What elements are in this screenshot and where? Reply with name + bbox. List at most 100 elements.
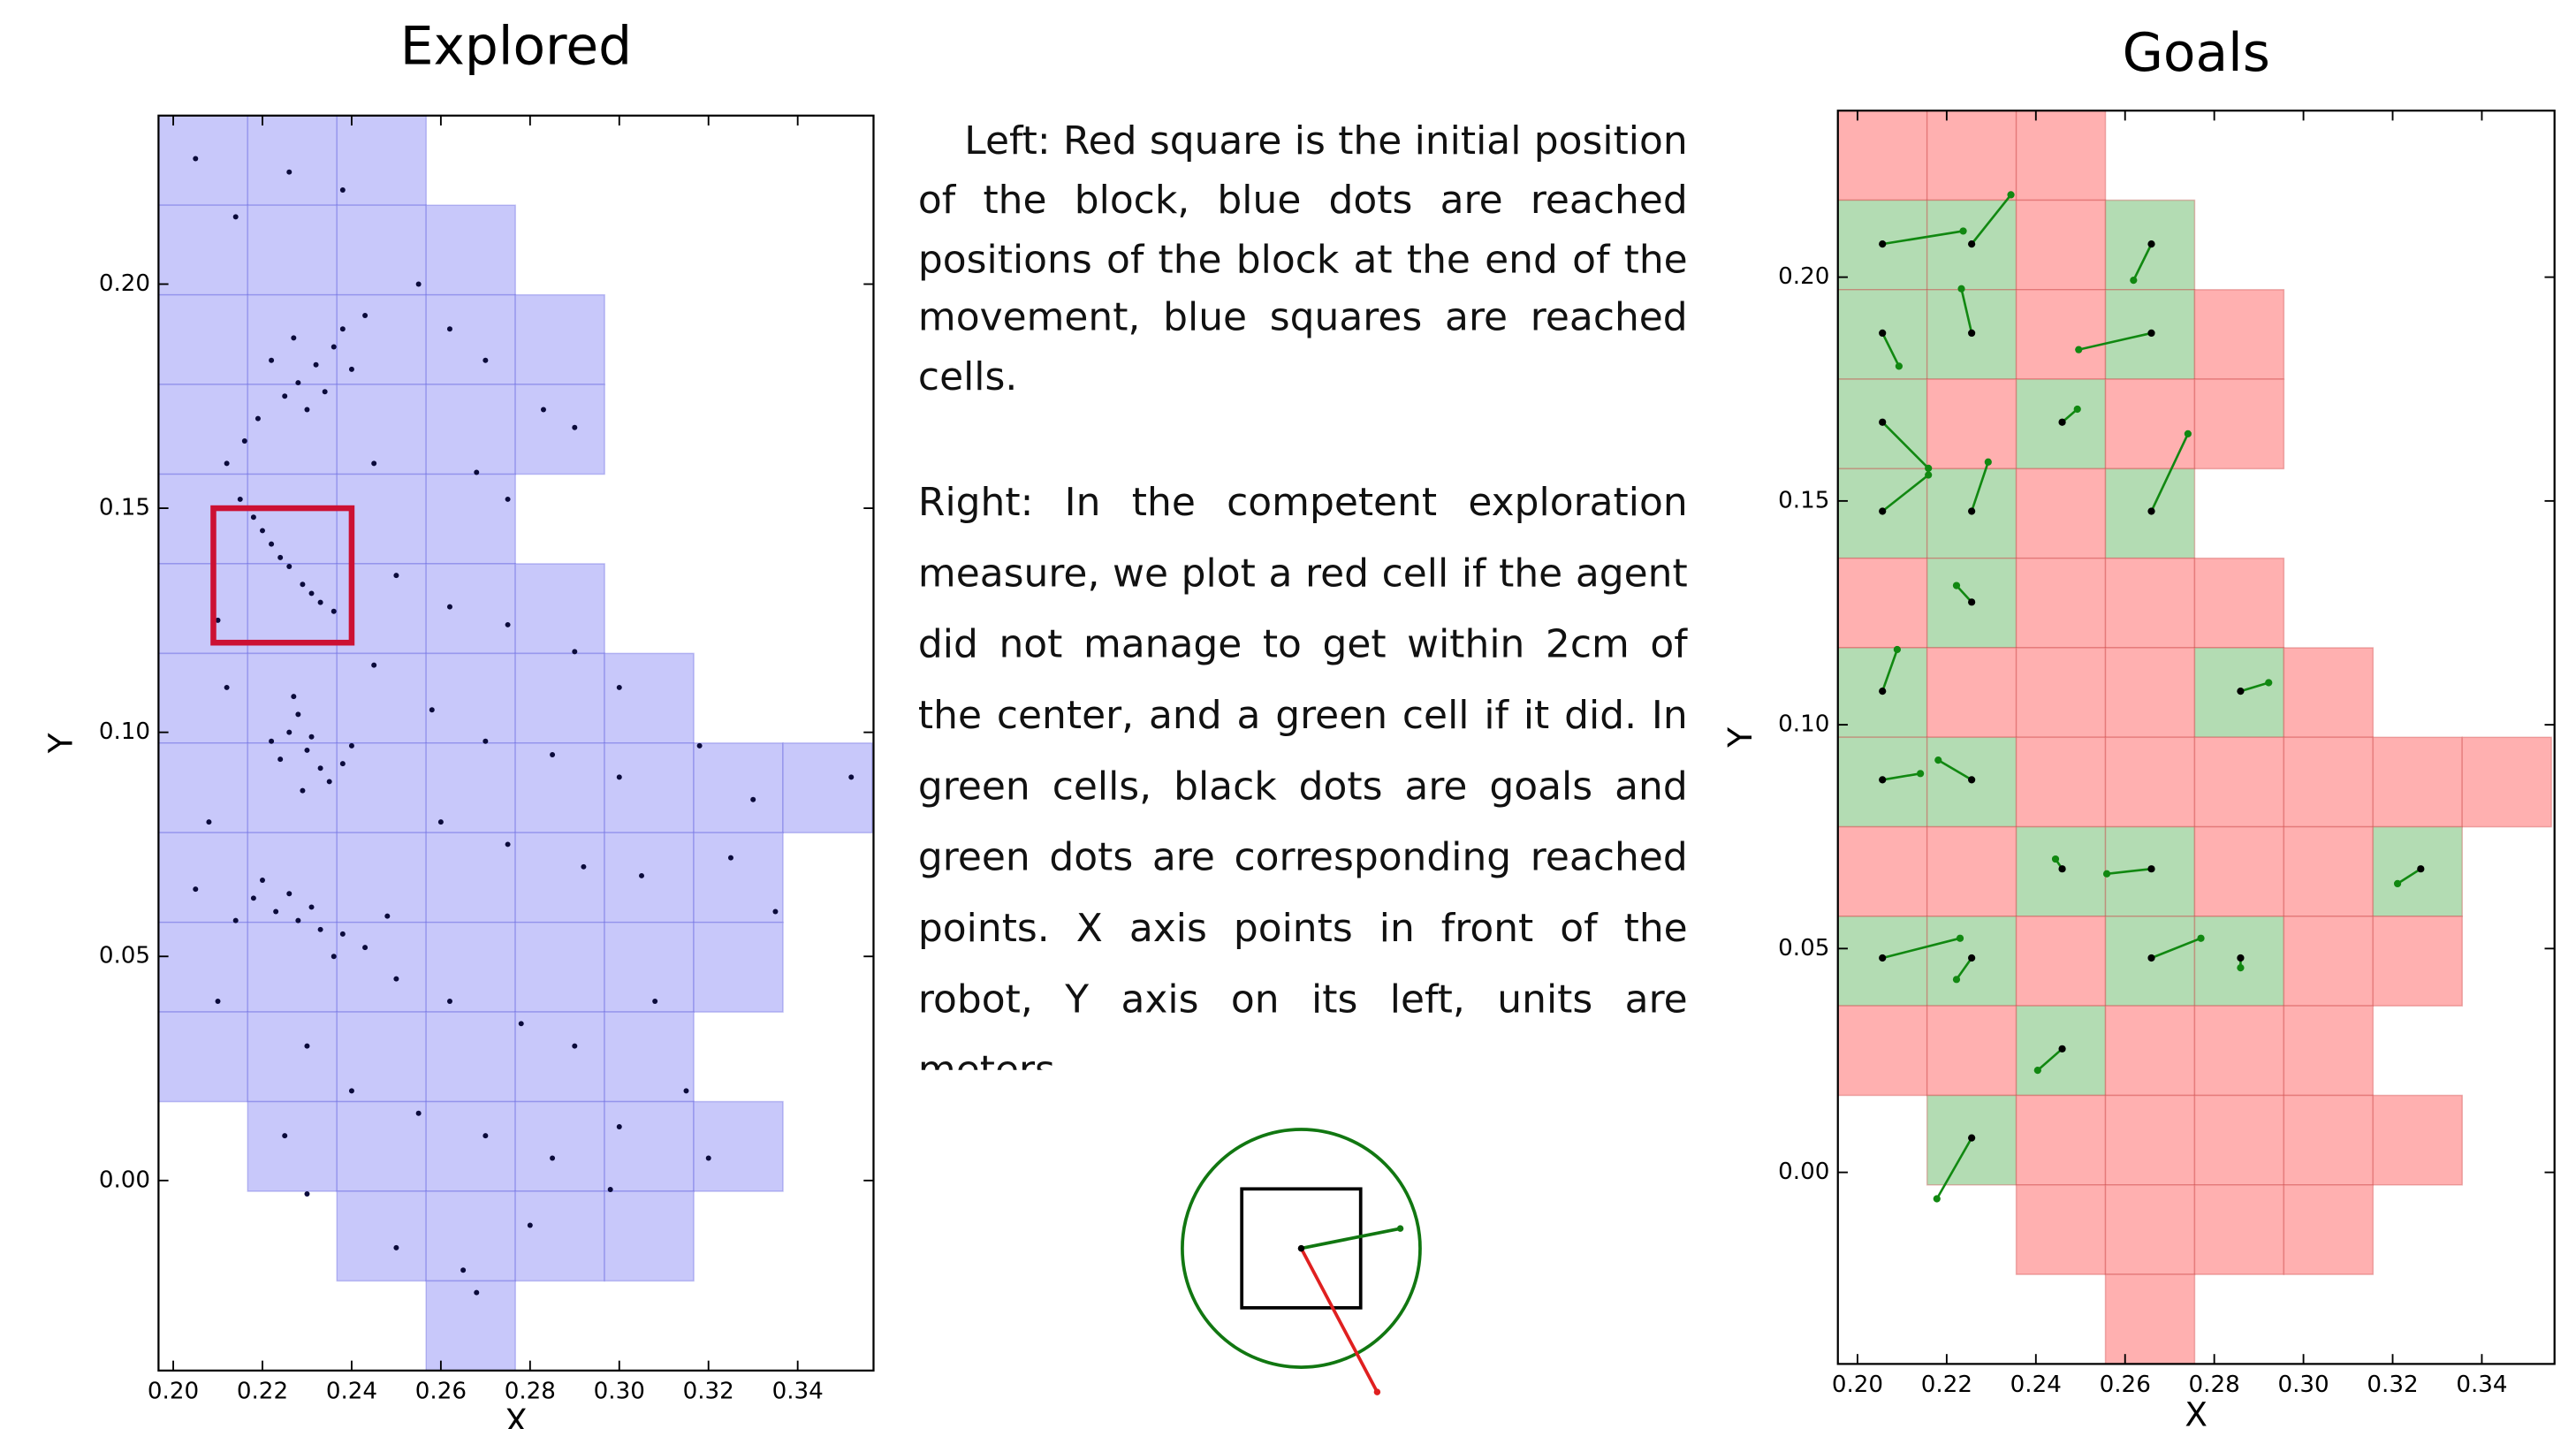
goal-point	[1879, 688, 1887, 695]
goal-link	[1960, 288, 1973, 334]
point	[572, 1043, 578, 1049]
cell	[247, 921, 338, 1013]
cell	[2193, 1184, 2285, 1275]
goal-link	[1881, 474, 1929, 513]
cell	[1926, 1005, 2017, 1097]
point	[286, 729, 293, 735]
goal-point	[2237, 954, 2245, 962]
cell	[2372, 916, 2463, 1007]
point	[474, 469, 480, 475]
x-axis-label: X	[505, 1402, 528, 1429]
point	[429, 707, 435, 713]
cell	[425, 1011, 516, 1103]
point	[446, 998, 452, 1004]
point	[259, 528, 265, 534]
x-tick-label: 0.30	[594, 1379, 645, 1405]
point	[308, 590, 315, 597]
cell	[2193, 1005, 2285, 1097]
cell	[158, 921, 249, 1013]
cell	[2104, 557, 2196, 649]
goal-link	[1881, 230, 1964, 246]
caption-box: Left: Red square is the initial position…	[917, 117, 1688, 1070]
y-tick-label: 0.15	[99, 495, 150, 521]
point	[273, 908, 279, 915]
point	[446, 326, 452, 332]
point	[772, 908, 779, 915]
schematic-dot	[1396, 1225, 1404, 1232]
reached-point	[2130, 277, 2138, 285]
goal-link	[1935, 1136, 1973, 1200]
cell	[2193, 289, 2285, 380]
schematic-reached	[1301, 1227, 1401, 1250]
goal-link	[1970, 461, 1990, 512]
cell	[2015, 467, 2107, 559]
point	[259, 878, 265, 884]
goal-link	[1881, 332, 1901, 367]
caption-left: Left: Red square is the initial position…	[917, 117, 1688, 400]
cell	[604, 921, 695, 1013]
cell	[2015, 916, 2107, 1007]
goal-link	[2240, 681, 2269, 693]
cell	[1837, 557, 1928, 649]
reached-point	[2265, 679, 2273, 687]
cell	[2015, 199, 2107, 291]
point	[304, 407, 310, 413]
cell	[604, 832, 695, 924]
point	[291, 335, 297, 341]
schematic-dot	[1373, 1388, 1381, 1395]
x-tick-label: 0.20	[148, 1379, 199, 1405]
goal-link	[1881, 421, 1930, 469]
point	[652, 998, 658, 1004]
point	[446, 604, 452, 610]
cell	[336, 921, 427, 1013]
cell	[2104, 378, 2196, 470]
point	[317, 599, 323, 605]
goal-point	[2147, 240, 2155, 248]
goal-link	[2132, 243, 2153, 281]
point	[550, 1155, 556, 1161]
start-square	[210, 505, 355, 646]
point	[232, 917, 239, 924]
cell	[247, 204, 338, 296]
point	[286, 564, 293, 569]
point	[308, 734, 315, 740]
cell	[2015, 289, 2107, 380]
point	[277, 554, 284, 560]
point	[224, 460, 230, 467]
x-tick-label: 0.32	[683, 1379, 734, 1405]
reached-point	[2075, 346, 2083, 353]
goal-point	[2147, 329, 2155, 338]
cell	[1837, 825, 1928, 917]
goal-point	[1879, 954, 1887, 962]
goal-point	[1968, 954, 1976, 962]
chart-title: Goals	[2123, 23, 2270, 84]
cell	[336, 832, 427, 924]
cell	[158, 652, 249, 744]
chart: 0.20 0.22 0.24 0.26 0.28 0.30 0.32 0.34 0.00 0.05…	[42, 17, 875, 1429]
cell	[2104, 1094, 2196, 1186]
point	[460, 1267, 467, 1273]
point	[474, 1289, 480, 1296]
cell	[158, 115, 249, 206]
plot-frame	[1836, 110, 2556, 1365]
reached-point	[1925, 464, 1933, 472]
schematic	[1181, 1128, 1422, 1395]
point	[317, 926, 323, 932]
reached-point	[1952, 976, 1961, 984]
goal-link	[2397, 868, 2422, 886]
cell	[2283, 1184, 2375, 1275]
cell	[1926, 1094, 2017, 1186]
point	[313, 361, 319, 368]
cell	[158, 204, 249, 296]
cell	[336, 652, 427, 744]
cell	[693, 1100, 784, 1192]
cell	[2283, 736, 2375, 828]
cell	[1926, 647, 2017, 739]
point	[331, 954, 337, 960]
point	[286, 891, 293, 897]
point	[317, 765, 323, 772]
point	[437, 819, 444, 825]
y-tick-label: 0.10	[99, 718, 150, 745]
